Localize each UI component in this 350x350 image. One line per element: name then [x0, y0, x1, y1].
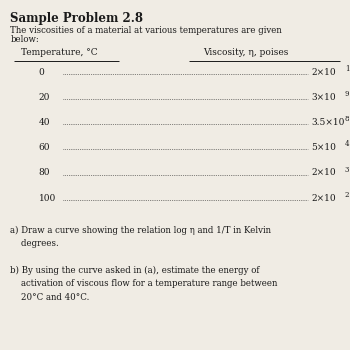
Text: Temperature, °C: Temperature, °C	[21, 48, 98, 57]
Text: degrees.: degrees.	[10, 239, 59, 248]
Text: 100: 100	[38, 194, 56, 203]
Text: 3: 3	[345, 166, 349, 174]
Text: 5×10: 5×10	[312, 143, 336, 152]
Text: 2×10: 2×10	[312, 68, 336, 77]
Text: a) Draw a curve showing the relation log η and 1/T in Kelvin: a) Draw a curve showing the relation log…	[10, 226, 272, 235]
Text: 9: 9	[345, 90, 349, 98]
Text: 3.5×10: 3.5×10	[312, 118, 345, 127]
Text: b) By using the curve asked in (a), estimate the energy of: b) By using the curve asked in (a), esti…	[10, 266, 260, 275]
Text: 11: 11	[345, 65, 350, 73]
Text: 8: 8	[345, 115, 349, 123]
Text: 0: 0	[38, 68, 44, 77]
Text: activation of viscous flow for a temperature range between: activation of viscous flow for a tempera…	[10, 279, 278, 288]
Text: 60: 60	[38, 143, 50, 152]
Text: Sample Problem 2.8: Sample Problem 2.8	[10, 12, 144, 25]
Text: 20: 20	[38, 93, 50, 102]
Text: 4: 4	[345, 140, 349, 148]
Text: 20°C and 40°C.: 20°C and 40°C.	[10, 293, 90, 302]
Text: below:: below:	[10, 35, 39, 44]
Text: Viscosity, η, poises: Viscosity, η, poises	[203, 48, 288, 57]
Text: 80: 80	[38, 168, 50, 177]
Text: 2: 2	[345, 191, 349, 199]
Text: 40: 40	[38, 118, 50, 127]
Text: 3×10: 3×10	[312, 93, 336, 102]
Text: 2×10: 2×10	[312, 168, 336, 177]
Text: The viscosities of a material at various temperatures are given: The viscosities of a material at various…	[10, 26, 282, 35]
Text: 2×10: 2×10	[312, 194, 336, 203]
